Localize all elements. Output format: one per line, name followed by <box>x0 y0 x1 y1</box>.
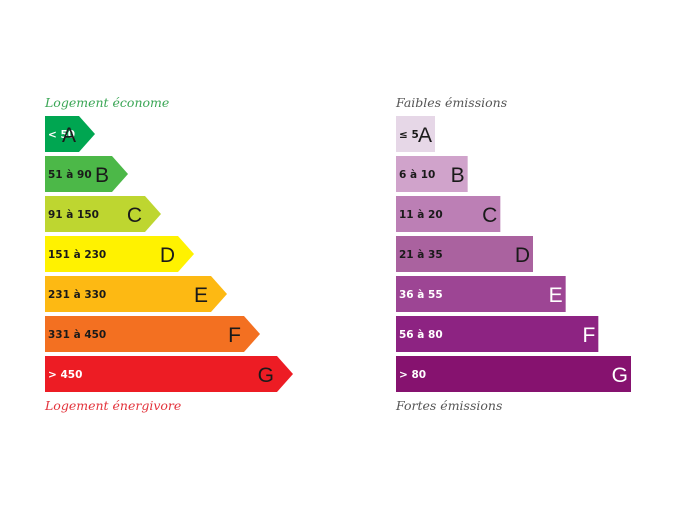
rating-bar-e: 231 à 330 E <box>45 276 227 312</box>
rating-bar-a: < 50A <box>45 116 95 152</box>
energy-consumption-chart: Logement économe < 50A 51 à 90 B 91 à 150 C 15… <box>44 95 293 413</box>
range-label: 11 à 20 <box>399 209 443 221</box>
bar-shape <box>45 116 95 152</box>
range-label: < 50 <box>48 129 75 141</box>
rating-letter: A <box>62 124 76 147</box>
rating-bar-d: 21 à 35 D <box>396 236 533 272</box>
bar-shape <box>396 236 533 272</box>
rating-bar-f: 331 à 450 F <box>45 316 260 352</box>
bar-shape <box>45 276 227 312</box>
rating-bar-g: > 80 G <box>396 356 631 392</box>
bottom-caption: Logement énergivore <box>44 398 181 413</box>
bottom-caption: Fortes émissions <box>395 398 502 413</box>
bar-shape <box>396 276 566 312</box>
ghg-emissions-chart: Faibles émissions ≤ 5 A 6 à 10 B 11 à 20 C 21 à… <box>395 95 631 413</box>
range-label: ≤ 5 <box>399 129 419 141</box>
bar-shape <box>396 316 599 352</box>
bar-shape <box>45 316 260 352</box>
range-label: 36 à 55 <box>399 289 443 301</box>
rating-letter: G <box>612 364 628 387</box>
rating-bar-e: 36 à 55 E <box>396 276 566 312</box>
rating-bar-d: 151 à 230 D <box>45 236 194 272</box>
top-caption: Faibles émissions <box>395 95 507 110</box>
range-label: 56 à 80 <box>399 329 443 341</box>
rating-letter: F <box>228 324 241 347</box>
rating-bar-f: 56 à 80 F <box>396 316 599 352</box>
top-caption: Logement économe <box>44 95 169 110</box>
bar-shape <box>45 236 194 272</box>
range-label: 6 à 10 <box>399 169 435 181</box>
rating-bar-c: 91 à 150 C <box>45 196 161 232</box>
bar-shape <box>396 196 501 232</box>
rating-bar-c: 11 à 20 C <box>396 196 501 232</box>
rating-letter: B <box>95 164 109 187</box>
rating-letter: G <box>258 364 274 387</box>
range-label: 231 à 330 <box>48 289 106 301</box>
rating-letter: B <box>451 164 465 187</box>
rating-letter: C <box>482 204 497 227</box>
rating-bar-b: 6 à 10 B <box>396 156 468 192</box>
rating-letter: E <box>549 284 563 307</box>
bar-shape <box>396 116 435 152</box>
rating-letter: D <box>160 244 175 267</box>
bar-shape <box>396 156 468 192</box>
range-label: > 450 <box>48 369 82 381</box>
range-label: 91 à 150 <box>48 209 99 221</box>
rating-bar-b: 51 à 90 B <box>45 156 128 192</box>
bar-shape <box>45 356 293 392</box>
range-label: > 80 <box>399 369 426 381</box>
bar-shape <box>396 356 631 392</box>
rating-letter: F <box>583 324 596 347</box>
rating-letter: C <box>127 204 142 227</box>
rating-letter: A <box>418 124 432 147</box>
bar-shape <box>45 196 161 232</box>
range-label: 51 à 90 <box>48 169 92 181</box>
range-label: 331 à 450 <box>48 329 106 341</box>
bar-shape <box>45 156 128 192</box>
rating-letter: D <box>515 244 530 267</box>
rating-letter: E <box>194 284 208 307</box>
range-label: 151 à 230 <box>48 249 106 261</box>
rating-bar-g: > 450 G <box>45 356 293 392</box>
range-label: 21 à 35 <box>399 249 443 261</box>
